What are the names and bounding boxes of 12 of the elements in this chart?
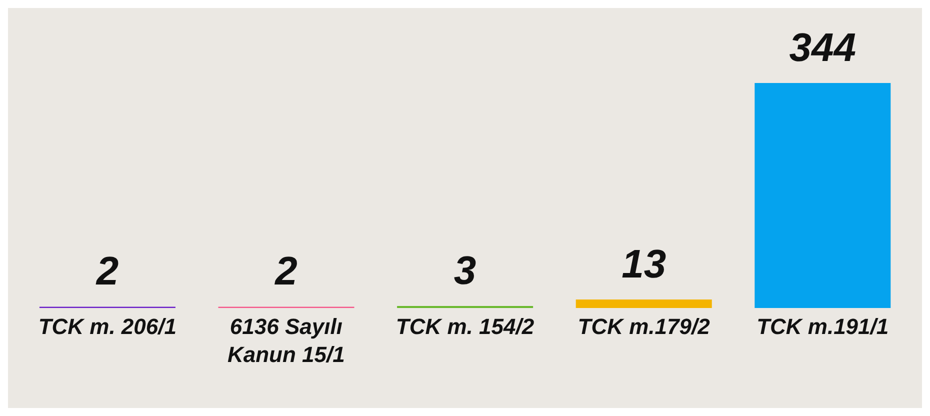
x-tick-label: TCK m.179/2 bbox=[578, 314, 711, 339]
bar bbox=[754, 83, 891, 308]
x-tick-label: 6136 Sayılı Kanun 15/1 bbox=[228, 314, 345, 367]
bar bbox=[576, 299, 712, 308]
data-label: 2 bbox=[274, 250, 298, 294]
x-tick-label: TCK m.191/1 bbox=[756, 314, 889, 339]
data-label: 13 bbox=[622, 242, 666, 286]
x-tick-label: TCK m. 206/1 bbox=[38, 314, 176, 339]
x-tick-label: TCK m. 154/2 bbox=[396, 314, 535, 339]
data-label: 3 bbox=[454, 249, 476, 294]
data-label: 344 bbox=[789, 26, 856, 70]
data-label: 2 bbox=[95, 250, 119, 294]
